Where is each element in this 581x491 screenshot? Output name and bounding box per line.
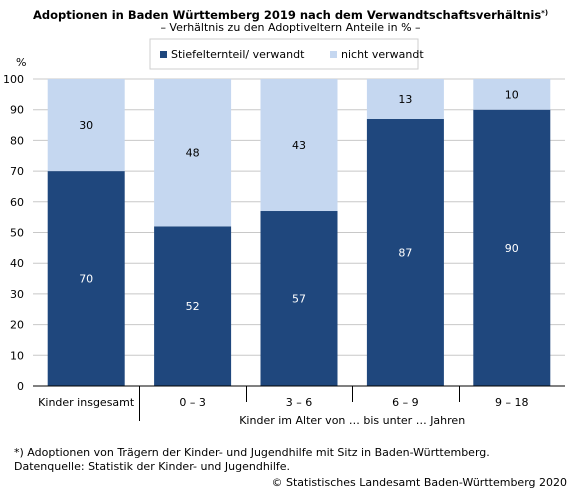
footnote: *) Adoptionen von Trägern der Kinder- un…	[14, 446, 490, 459]
x-tick-label: Kinder insgesamt	[38, 396, 135, 409]
bar-segment-verwandt	[154, 226, 232, 386]
y-tick-label: 80	[10, 134, 24, 147]
bar-value-label: 90	[505, 242, 519, 255]
legend-label: nicht verwandt	[341, 48, 424, 61]
title-footnote-mark: *)	[541, 9, 549, 17]
y-tick-label: 10	[10, 349, 24, 362]
bar-segment-verwandt	[473, 109, 551, 386]
y-tick-label: 60	[10, 196, 24, 209]
bar-segment-verwandt	[47, 171, 125, 386]
copyright: © Statistisches Landesamt Baden-Württemb…	[271, 476, 567, 489]
bar-value-label: 43	[292, 139, 306, 152]
y-tick-label: 40	[10, 257, 24, 270]
bar-segment-nicht-verwandt	[473, 79, 551, 110]
legend-swatch	[330, 51, 337, 58]
data-source: Datenquelle: Statistik der Kinder- und J…	[14, 460, 291, 473]
x-group-label: Kinder im Alter von … bis unter … Jahren	[239, 414, 465, 427]
y-tick-label: 50	[10, 227, 24, 240]
bar-segment-verwandt	[260, 211, 338, 386]
y-axis-unit: %	[16, 56, 26, 69]
bar-value-label: 52	[186, 300, 200, 313]
y-tick-label: 100	[3, 73, 24, 86]
chart-subtitle: – Verhältnis zu den Adoptiveltern Anteil…	[160, 21, 421, 34]
bar-segment-verwandt	[366, 118, 444, 386]
x-tick-label: 3 – 6	[286, 396, 313, 409]
bar-segment-nicht-verwandt	[154, 79, 232, 227]
legend-box	[149, 38, 419, 70]
legend-swatch	[160, 51, 167, 58]
y-tick-label: 0	[17, 380, 24, 393]
bar-segment-nicht-verwandt	[366, 79, 444, 119]
bar-value-label: 57	[292, 293, 306, 306]
x-tick-label: 9 – 18	[495, 396, 529, 409]
chart-title: Adoptionen in Baden Württemberg 2019 nac…	[32, 8, 549, 22]
y-tick-label: 20	[10, 319, 24, 332]
bar-value-label: 87	[398, 246, 412, 259]
y-tick-label: 30	[10, 288, 24, 301]
x-tick-label: 0 – 3	[179, 396, 206, 409]
bar-value-label: 30	[79, 119, 93, 132]
legend-label: Stiefelternteil/ verwandt	[171, 48, 305, 61]
y-tick-label: 90	[10, 104, 24, 117]
y-tick-label: 70	[10, 165, 24, 178]
bar-value-label: 48	[186, 147, 200, 160]
bar-value-label: 70	[79, 273, 93, 286]
bar-value-label: 10	[505, 88, 519, 101]
stacked-bar-chart: 0 10 20 30 40 50 60 70 80 90 100% 70 30 52 48 57 43 87 13 9…	[3, 38, 565, 427]
x-tick-label: 6 – 9	[392, 396, 419, 409]
bar-segment-nicht-verwandt	[47, 79, 125, 172]
bar-segment-nicht-verwandt	[260, 79, 338, 212]
bar-value-label: 13	[398, 93, 412, 106]
